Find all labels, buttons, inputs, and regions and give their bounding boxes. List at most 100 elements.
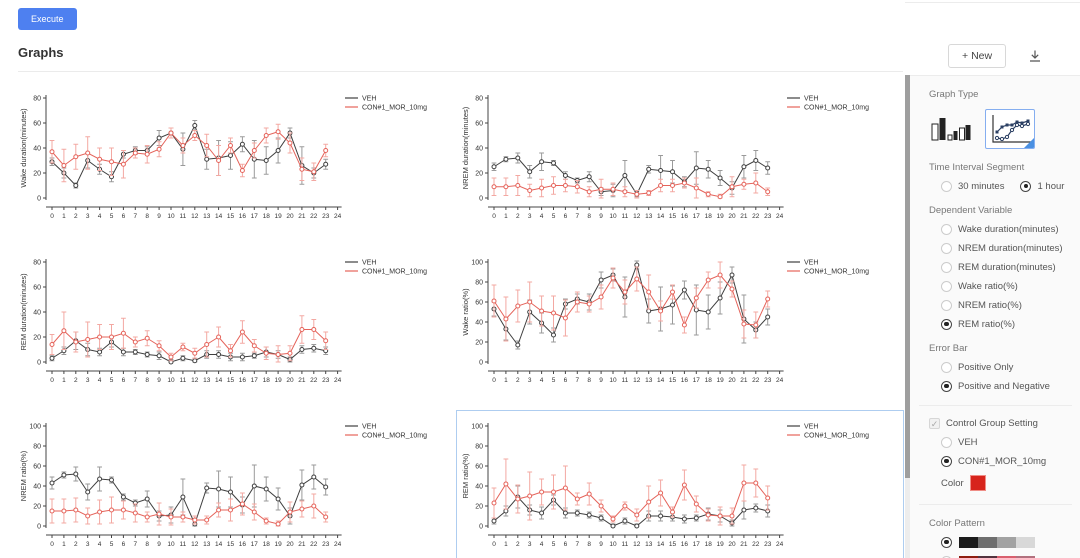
color-pattern-option-1[interactable] (941, 536, 1072, 548)
svg-text:40: 40 (33, 145, 41, 152)
radio-positive-only[interactable]: Positive Only (941, 361, 1072, 373)
svg-text:VEH: VEH (804, 424, 818, 431)
svg-text:23: 23 (322, 213, 330, 220)
svg-text:13: 13 (645, 377, 653, 384)
color-label: Color (941, 477, 964, 489)
svg-text:0: 0 (479, 359, 483, 366)
radio-label: Positive Only (958, 361, 1014, 373)
svg-text:0: 0 (50, 213, 54, 220)
svg-text:2: 2 (74, 213, 78, 220)
svg-text:20: 20 (286, 377, 294, 384)
svg-text:24: 24 (776, 213, 784, 220)
svg-text:0: 0 (37, 523, 41, 530)
radio-wake-ratio[interactable]: Wake ratio(%) (941, 280, 1072, 292)
svg-text:24: 24 (334, 377, 342, 384)
svg-text:0: 0 (479, 523, 483, 530)
chart-wake-duration-minutes[interactable]: 0 20 40 60 80 Wake duration(minutes) 0 1 2 3 4 5 6 7 8… (18, 86, 458, 236)
svg-text:VEH: VEH (362, 96, 376, 103)
svg-text:3: 3 (528, 213, 532, 220)
chart-nrem-duration-minutes[interactable]: 0 20 40 60 80 NREM duration(minutes) 0 1 2 3 4 5 6 7 8… (460, 86, 900, 236)
radio-icon (941, 242, 952, 254)
svg-text:1: 1 (62, 377, 66, 384)
svg-text:0: 0 (50, 377, 54, 384)
svg-text:3: 3 (86, 213, 90, 220)
radio-veh[interactable]: VEH (941, 436, 1072, 448)
radio-rem-duration-minutes[interactable]: REM duration(minutes) (941, 261, 1072, 273)
radio-con-1-mor-10mg[interactable]: CON#1_MOR_10mg (941, 455, 1072, 467)
radio-icon (941, 380, 952, 392)
radio-label: Positive and Negative (958, 380, 1050, 392)
svg-text:22: 22 (752, 541, 760, 548)
radio-positive-and-negative[interactable]: Positive and Negative (941, 380, 1072, 392)
svg-text:10: 10 (167, 213, 175, 220)
svg-text:5: 5 (552, 541, 556, 548)
svg-text:19: 19 (274, 541, 282, 548)
radio-nrem-ratio[interactable]: NREM ratio(%) (941, 299, 1072, 311)
svg-text:60: 60 (475, 299, 483, 306)
svg-text:20: 20 (728, 213, 736, 220)
color-swatch (978, 536, 997, 548)
svg-text:3: 3 (86, 377, 90, 384)
svg-text:40: 40 (33, 483, 41, 490)
radio-30-minutes[interactable]: 30 minutes (941, 180, 1004, 192)
svg-text:9: 9 (157, 213, 161, 220)
radio-wake-duration-minutes[interactable]: Wake duration(minutes) (941, 223, 1072, 235)
svg-text:11: 11 (622, 377, 629, 384)
line-chart-icon[interactable] (985, 109, 1035, 149)
new-button[interactable]: + New (948, 44, 1007, 68)
svg-text:7: 7 (575, 213, 579, 220)
svg-text:20: 20 (286, 213, 294, 220)
svg-text:21: 21 (298, 213, 306, 220)
svg-text:7: 7 (133, 213, 137, 220)
svg-text:100: 100 (471, 423, 483, 430)
svg-text:11: 11 (180, 213, 187, 220)
sidebar-scrollbar-thumb[interactable] (905, 75, 910, 478)
svg-text:18: 18 (263, 213, 271, 220)
chart-wake-ratio[interactable]: 0 20 40 60 80 100 Wake ratio(%) 0 1 2 3 4 5 6 7 8 9 10 11 1… (460, 250, 900, 400)
color-swatch (1016, 555, 1035, 558)
radio-label: 1 hour (1037, 180, 1065, 192)
download-button[interactable] (1025, 46, 1045, 69)
svg-text:80: 80 (33, 95, 41, 102)
bar-chart-icon[interactable] (931, 112, 971, 147)
svg-text:2: 2 (74, 541, 78, 548)
svg-text:8: 8 (587, 377, 591, 384)
chart-rem-duration-minutes[interactable]: 0 20 40 60 80 REM duration(minutes) 0 1 2 3 4 5 6 7 8 9… (18, 250, 458, 400)
chart-rem-ratio[interactable]: 0 20 40 60 80 100 REM ratio(%) 0 1 2 3 4 5 6 7 8 9 10 11 12… (456, 410, 904, 558)
svg-text:14: 14 (215, 541, 223, 548)
execute-button[interactable]: Execute (18, 8, 77, 30)
radio-rem-ratio[interactable]: REM ratio(%) (941, 318, 1072, 330)
control-group-color-swatch[interactable] (969, 475, 986, 491)
svg-text:13: 13 (203, 541, 211, 548)
control-group-setting-label: Control Group Setting (946, 417, 1038, 429)
panel-divider (919, 405, 1072, 406)
svg-text:80: 80 (475, 95, 483, 102)
panel-divider (919, 504, 1072, 505)
svg-text:4: 4 (98, 377, 102, 384)
svg-text:13: 13 (203, 213, 211, 220)
svg-text:9: 9 (599, 213, 603, 220)
svg-text:12: 12 (191, 541, 199, 548)
svg-text:CON#1_MOR_10mg: CON#1_MOR_10mg (804, 105, 869, 112)
graph-type-label: Graph Type (929, 89, 979, 100)
svg-text:2: 2 (516, 377, 520, 384)
svg-text:0: 0 (479, 195, 483, 202)
svg-text:6: 6 (564, 377, 568, 384)
sidebar-toolbar: + New (905, 0, 1080, 75)
chart-nrem-ratio[interactable]: 0 20 40 60 80 100 NREM ratio(%) 0 1 2 3 4 5 6 7 8 9 10 11 1… (18, 414, 458, 558)
svg-text:24: 24 (334, 213, 342, 220)
svg-text:13: 13 (203, 377, 211, 384)
settings-sidebar: + New Graph Type (905, 0, 1080, 558)
svg-text:7: 7 (133, 377, 137, 384)
svg-text:1: 1 (504, 541, 508, 548)
svg-text:3: 3 (528, 377, 532, 384)
svg-text:Wake ratio(%): Wake ratio(%) (461, 288, 470, 336)
color-pattern-option-2[interactable] (941, 555, 1072, 558)
download-icon (1030, 50, 1040, 62)
radio-1-hour[interactable]: 1 hour (1020, 180, 1064, 192)
svg-text:23: 23 (322, 377, 330, 384)
control-group-setting-checkbox[interactable]: ✓ Control Group Setting (929, 417, 1072, 429)
radio-nrem-duration-minutes[interactable]: NREM duration(minutes) (941, 242, 1072, 254)
